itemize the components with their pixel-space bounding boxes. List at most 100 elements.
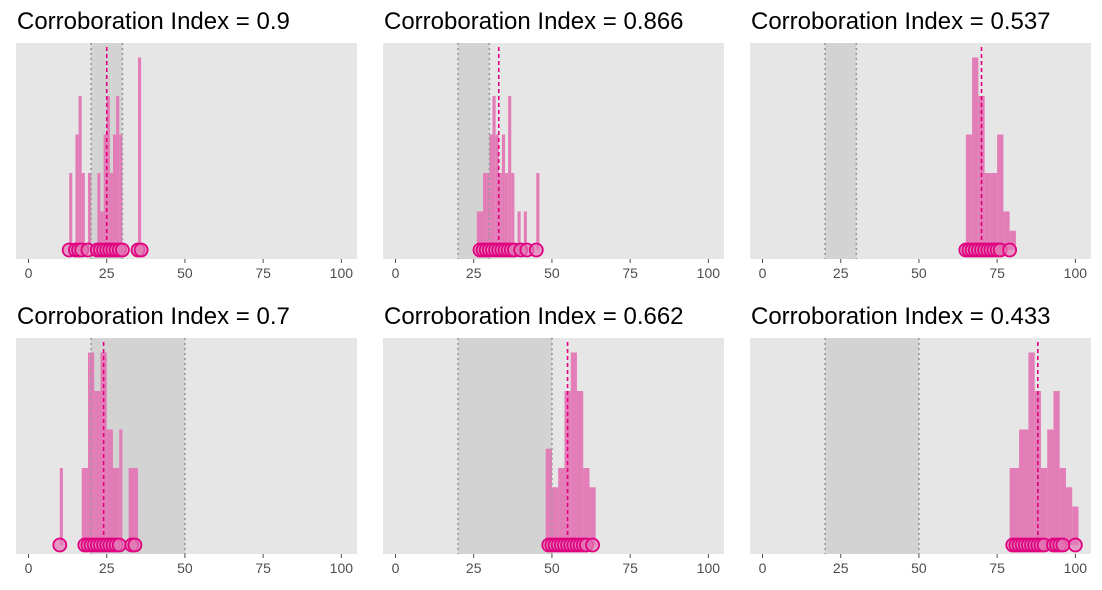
interval-band <box>825 43 857 259</box>
histogram-bar <box>94 390 101 545</box>
histogram-bar <box>138 57 142 250</box>
histogram-bar <box>81 172 85 250</box>
x-tick-label: 100 <box>330 560 354 576</box>
x-tick-label: 50 <box>177 560 193 576</box>
histogram-bar <box>558 467 565 545</box>
x-tick-label: 0 <box>759 265 767 281</box>
x-tick-label: 75 <box>255 560 271 576</box>
histogram-bar <box>1019 429 1029 545</box>
histogram-bar <box>972 57 979 250</box>
x-tick-label: 0 <box>25 560 33 576</box>
panel-background <box>16 338 357 554</box>
panel-5: Corroboration Index = 0.662 0 25 50 75 100 <box>383 303 724 576</box>
histogram-bar <box>69 172 73 250</box>
x-tick-label: 100 <box>697 265 721 281</box>
histogram-bar <box>990 172 998 250</box>
panel-title: Corroboration Index = 0.866 <box>384 8 684 35</box>
panel-title: Corroboration Index = 0.9 <box>17 8 290 35</box>
data-point <box>1067 537 1083 553</box>
histogram-bar <box>965 134 973 250</box>
histogram-bar <box>100 211 104 250</box>
panel-background <box>750 43 1091 259</box>
histogram-bar <box>486 172 490 250</box>
histogram-bar <box>1009 230 1016 250</box>
histogram-bar <box>997 134 1004 250</box>
panel-title: Corroboration Index = 0.433 <box>751 303 1051 330</box>
histogram-bar <box>576 390 584 545</box>
histogram-bar <box>1065 487 1073 545</box>
x-tick-label: 25 <box>833 560 849 576</box>
histogram-bar <box>551 487 559 545</box>
x-tick-label: 75 <box>622 265 638 281</box>
x-tick-label: 75 <box>989 560 1005 576</box>
histogram-bar <box>517 211 521 250</box>
data-point <box>111 537 127 553</box>
histogram-bar <box>523 211 527 250</box>
panel-2: Corroboration Index = 0.866 0 25 50 75 100 <box>383 8 724 281</box>
panel-background <box>16 43 357 259</box>
x-tick-label: 25 <box>99 560 115 576</box>
histogram-bar <box>112 134 117 250</box>
x-tick-label: 25 <box>466 265 482 281</box>
data-point <box>585 537 601 553</box>
panel-3: Corroboration Index = 0.537 0 25 50 75 100 <box>750 8 1091 281</box>
histogram-bar <box>536 172 540 250</box>
data-point <box>528 242 544 258</box>
histogram-bar <box>501 134 506 250</box>
histogram-bar <box>1059 467 1066 545</box>
histogram-bar <box>106 429 113 545</box>
histogram-bar <box>564 390 571 545</box>
x-tick-label: 100 <box>1064 265 1088 281</box>
histogram-bar <box>119 134 123 250</box>
histogram-bar <box>583 467 590 545</box>
histogram-bar <box>116 95 120 250</box>
panel-title: Corroboration Index = 0.537 <box>751 8 1051 35</box>
x-tick-label: 100 <box>1064 560 1088 576</box>
histogram-bar <box>1003 211 1010 250</box>
x-tick-label: 0 <box>392 265 400 281</box>
histogram-bar <box>495 134 499 250</box>
histogram-bar <box>508 95 512 250</box>
histogram-bar <box>476 211 480 250</box>
data-point <box>114 242 130 258</box>
histogram-bar <box>492 95 496 250</box>
interval-band <box>825 338 919 554</box>
x-tick-label: 50 <box>544 560 560 576</box>
x-tick-label: 75 <box>255 265 271 281</box>
histogram-bar <box>1034 390 1041 545</box>
histogram-bar <box>59 467 63 545</box>
data-point <box>133 242 149 258</box>
histogram-bar <box>545 448 552 545</box>
data-point <box>1055 537 1071 553</box>
x-tick-label: 50 <box>177 265 193 281</box>
histogram-bar <box>87 172 92 250</box>
histogram-bar <box>489 134 493 250</box>
histogram-bar <box>479 211 484 250</box>
x-tick-label: 100 <box>330 265 354 281</box>
histogram-bar <box>119 429 123 545</box>
histogram-bar <box>1053 390 1060 545</box>
x-tick-label: 50 <box>911 560 927 576</box>
panel-title: Corroboration Index = 0.7 <box>17 303 290 330</box>
histogram-bar <box>984 172 991 250</box>
x-tick-label: 25 <box>833 265 849 281</box>
histogram-bar <box>505 172 509 250</box>
interval-band <box>458 338 552 554</box>
data-point <box>1002 242 1018 258</box>
x-tick-label: 25 <box>466 560 482 576</box>
x-tick-label: 75 <box>622 560 638 576</box>
x-tick-label: 0 <box>759 560 767 576</box>
histogram-bar <box>498 172 502 250</box>
histogram-bar <box>511 172 515 250</box>
histogram-bar <box>483 172 487 250</box>
histogram-bar <box>1047 429 1054 545</box>
histogram-bar <box>106 95 110 250</box>
histogram-bar <box>978 95 985 250</box>
histogram-bar <box>1072 506 1079 545</box>
histogram-bar <box>81 467 88 545</box>
histogram-bar <box>109 172 113 250</box>
histogram-bar <box>1028 352 1035 545</box>
x-tick-label: 50 <box>911 265 927 281</box>
data-point <box>127 537 143 553</box>
